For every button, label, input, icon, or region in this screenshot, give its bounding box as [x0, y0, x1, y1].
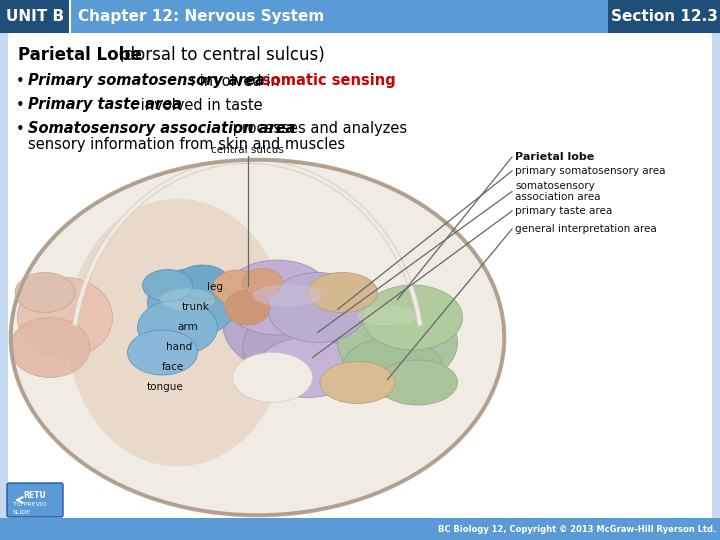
- Ellipse shape: [338, 300, 457, 385]
- Text: Primary taste area: Primary taste area: [28, 98, 182, 112]
- Bar: [8, 33, 712, 518]
- Ellipse shape: [15, 273, 75, 313]
- Bar: [0, 0, 720, 33]
- Ellipse shape: [143, 269, 192, 301]
- Ellipse shape: [10, 159, 505, 516]
- Ellipse shape: [68, 199, 287, 467]
- Text: arm: arm: [177, 322, 198, 333]
- Text: sensory information from skin and muscles: sensory information from skin and muscle…: [28, 138, 345, 152]
- Text: general interpretation area: general interpretation area: [515, 224, 657, 234]
- Bar: [608, 0, 720, 33]
- Ellipse shape: [253, 285, 323, 307]
- Ellipse shape: [225, 290, 270, 325]
- Bar: [0, 33, 8, 518]
- Text: somatosensory: somatosensory: [515, 181, 595, 191]
- Text: •: •: [16, 73, 24, 89]
- Text: face: face: [161, 362, 184, 373]
- Ellipse shape: [320, 361, 395, 403]
- Ellipse shape: [258, 338, 358, 397]
- Ellipse shape: [362, 285, 462, 350]
- Ellipse shape: [222, 273, 353, 373]
- Text: association area: association area: [515, 192, 600, 202]
- Text: trunk: trunk: [181, 302, 210, 313]
- Ellipse shape: [268, 273, 367, 342]
- Ellipse shape: [160, 288, 215, 310]
- Ellipse shape: [233, 353, 312, 402]
- Bar: [0, 518, 720, 540]
- Ellipse shape: [17, 278, 112, 357]
- Text: •: •: [16, 122, 24, 137]
- Text: primary taste area: primary taste area: [515, 206, 612, 216]
- Ellipse shape: [343, 338, 443, 397]
- Text: primary somatosensory area: primary somatosensory area: [515, 166, 665, 176]
- Text: : processes and analyzes: : processes and analyzes: [223, 122, 407, 137]
- Text: TO PREVIO: TO PREVIO: [13, 503, 47, 508]
- Text: BC Biology 12, Copyright © 2013 McGraw-Hill Ryerson Ltd.: BC Biology 12, Copyright © 2013 McGraw-H…: [438, 524, 716, 534]
- Text: : involved in taste: : involved in taste: [131, 98, 263, 112]
- Ellipse shape: [148, 268, 238, 336]
- Text: Parietal lobe: Parietal lobe: [515, 152, 594, 162]
- Ellipse shape: [377, 360, 457, 405]
- Ellipse shape: [175, 265, 230, 300]
- Ellipse shape: [358, 306, 418, 326]
- Text: : involved in: : involved in: [190, 73, 284, 89]
- Text: RETU: RETU: [23, 490, 46, 500]
- Ellipse shape: [243, 305, 362, 390]
- Ellipse shape: [243, 268, 282, 296]
- Text: hand: hand: [166, 342, 193, 353]
- Text: leg: leg: [207, 282, 223, 293]
- Text: Chapter 12: Nervous System: Chapter 12: Nervous System: [78, 9, 324, 24]
- Text: •: •: [16, 98, 24, 112]
- Text: UNIT B: UNIT B: [6, 9, 64, 24]
- Text: tongue: tongue: [147, 382, 184, 393]
- Ellipse shape: [307, 273, 377, 313]
- Ellipse shape: [127, 330, 197, 375]
- Ellipse shape: [222, 260, 333, 335]
- Text: Parietal Lobe: Parietal Lobe: [18, 46, 142, 64]
- Text: Section 12.3: Section 12.3: [611, 9, 717, 24]
- FancyBboxPatch shape: [7, 483, 63, 517]
- Text: Primary somatosensory area: Primary somatosensory area: [28, 73, 265, 89]
- Ellipse shape: [138, 300, 217, 355]
- Text: Somatosensory association area: Somatosensory association area: [28, 122, 295, 137]
- Text: (dorsal to central sulcus): (dorsal to central sulcus): [113, 46, 325, 64]
- Bar: [0, 0, 70, 33]
- Ellipse shape: [10, 318, 90, 377]
- Ellipse shape: [212, 270, 263, 305]
- Text: somatic sensing: somatic sensing: [262, 73, 396, 89]
- Text: central sulcus: central sulcus: [211, 145, 284, 155]
- Bar: [712, 33, 720, 518]
- Text: SLIDE: SLIDE: [13, 510, 31, 515]
